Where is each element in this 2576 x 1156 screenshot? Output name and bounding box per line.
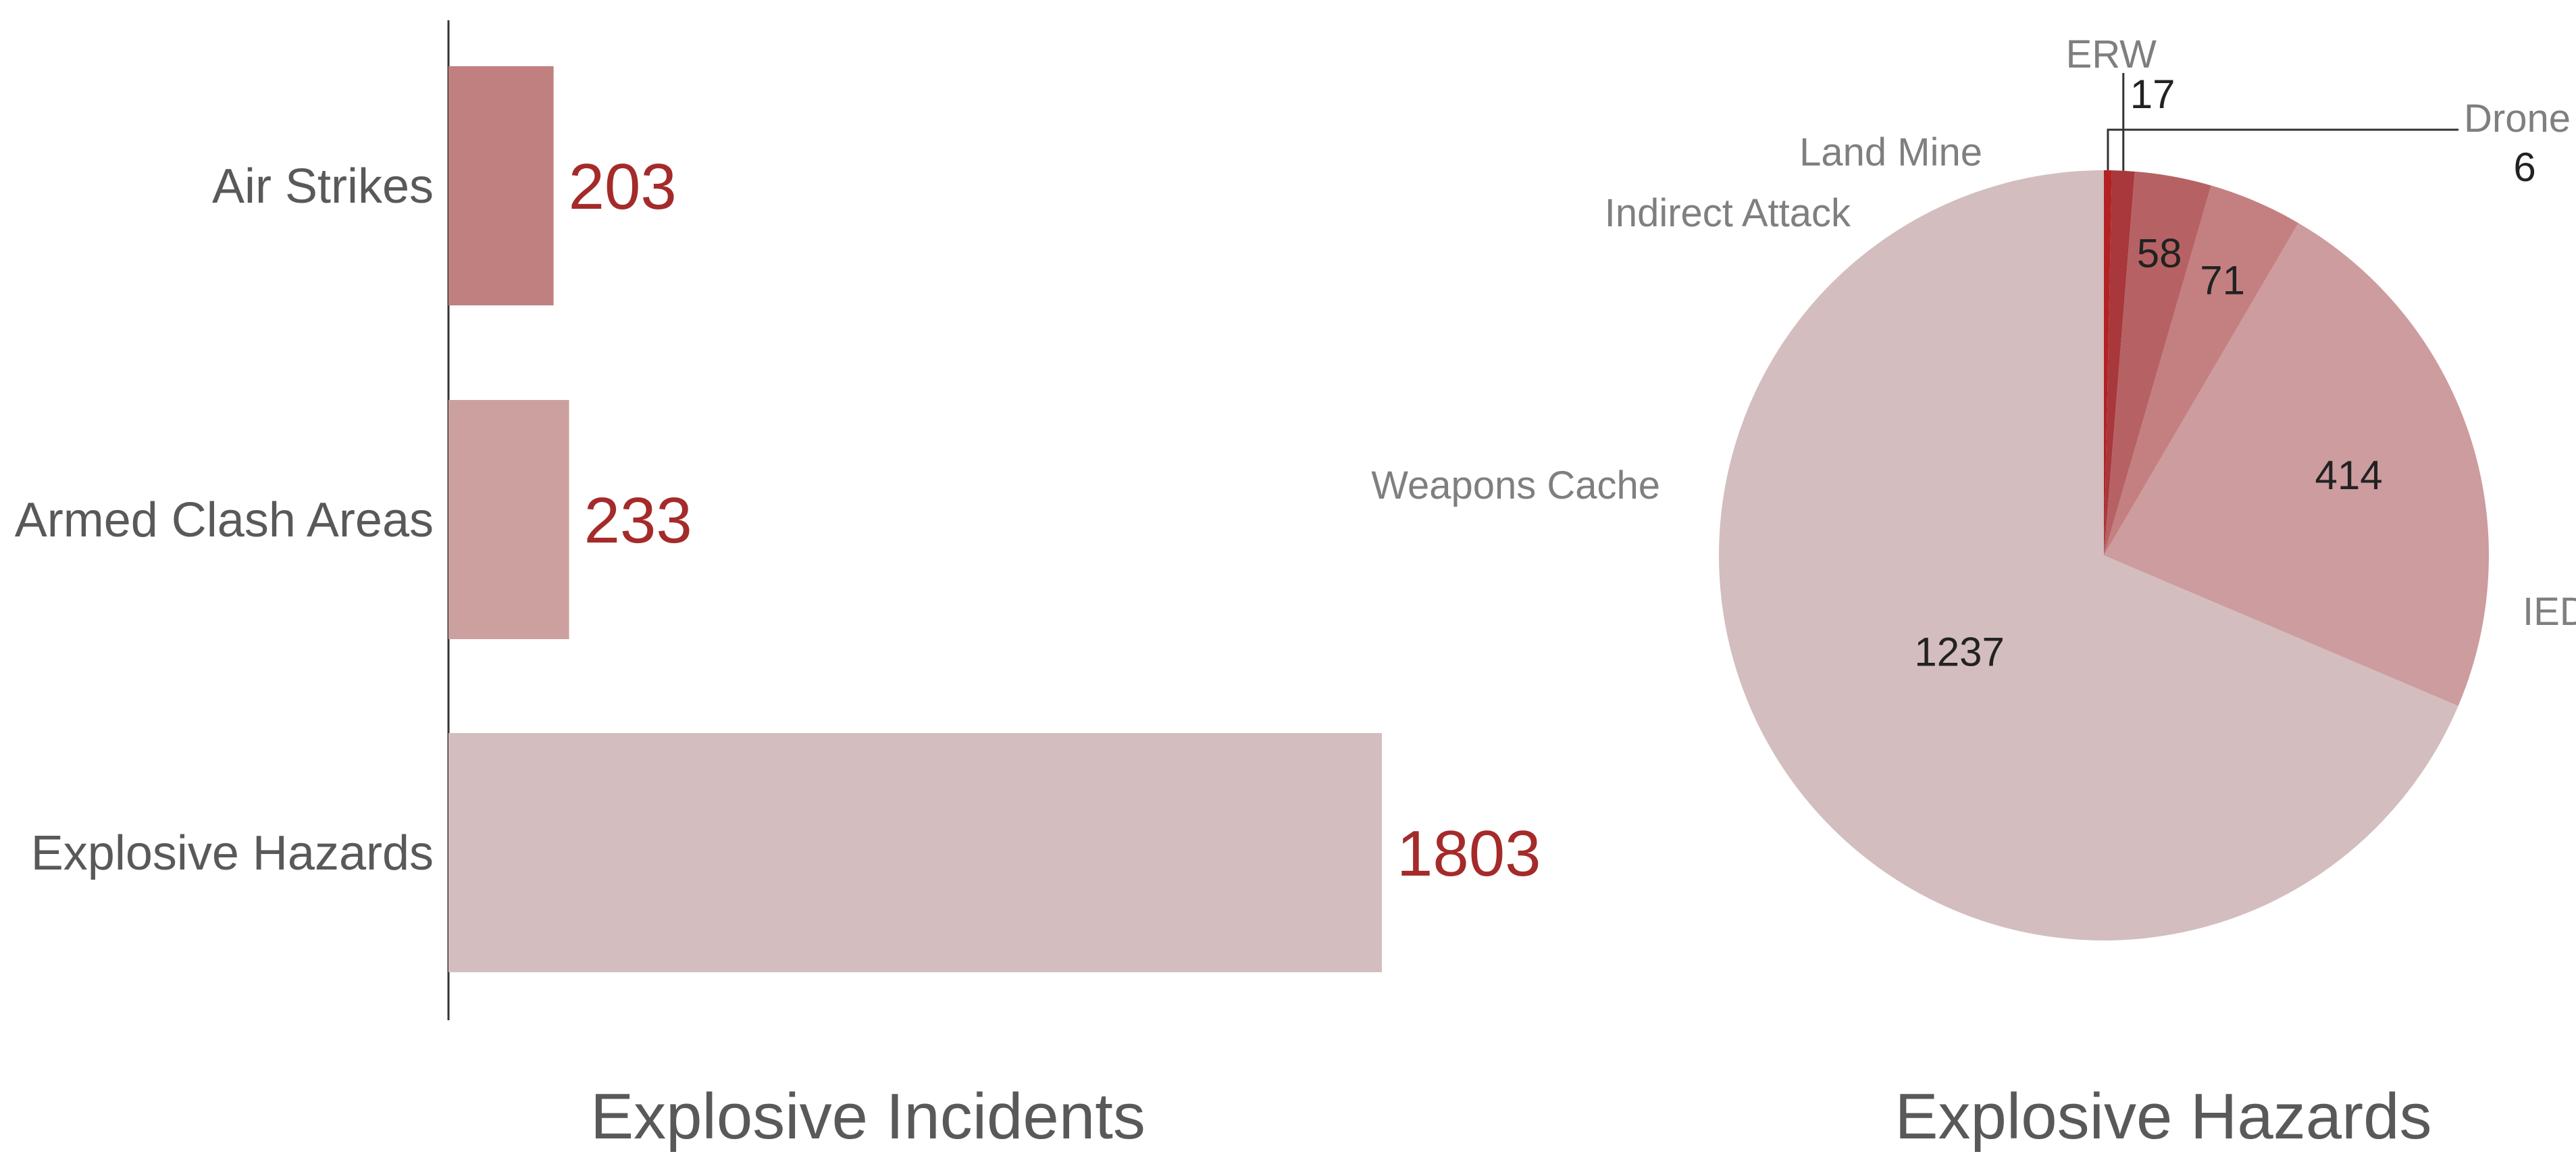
pie-category-label: Weapons Cache — [1371, 463, 1660, 507]
bar-air-strikes — [448, 66, 554, 305]
pie-value-label: 1237 — [1914, 630, 2004, 675]
bar-category-label: Explosive Hazards — [31, 826, 434, 880]
pie-slice-indirect-attack — [2104, 185, 2299, 555]
bar-value-label: 203 — [569, 151, 677, 223]
pie-value-label: 414 — [2315, 453, 2382, 498]
bar-value-label: 233 — [584, 484, 692, 557]
pie-category-label: Land Mine — [1799, 130, 1982, 174]
pie-slice-drone — [2104, 170, 2112, 555]
bar-chart-title: Explosive Incidents — [590, 1080, 1145, 1153]
pie-category-label: Indirect Attack — [1605, 191, 1851, 235]
pie-value-label: 71 — [2200, 258, 2245, 303]
pie-chart-explosive-hazards: 1237 414 71 58 IED Weapons Cache Indirect Atta… — [1371, 32, 2576, 1153]
pie-slice-land-mine — [2104, 171, 2211, 555]
pie-category-label: ERW — [2066, 32, 2157, 76]
bar-value-label: 1803 — [1397, 818, 1541, 890]
pie-leader-line-drone — [2107, 128, 2458, 171]
pie-chart-title: Explosive Hazards — [1895, 1080, 2432, 1153]
pie-value-label: 17 — [2130, 72, 2175, 117]
bar-category-label: Armed Clash Areas — [15, 493, 434, 547]
bar-chart-explosive-incidents: Air Strikes 203 Armed Clash Areas 233 Explos… — [15, 20, 1541, 1153]
pie-value-label: 58 — [2137, 230, 2182, 276]
bar-explosive-hazards — [448, 733, 1382, 972]
bar-armed-clash-areas — [448, 400, 569, 639]
pie-slice-ied — [1719, 170, 2458, 940]
pie-category-label: IED — [2523, 590, 2576, 634]
pie-slice-erw — [2104, 170, 2135, 556]
pie-category-label: Drone — [2464, 97, 2571, 141]
pie-value-label: 6 — [2513, 145, 2535, 190]
pie-slice-weapons-cache — [2104, 223, 2489, 706]
bar-category-label: Air Strikes — [212, 159, 434, 213]
